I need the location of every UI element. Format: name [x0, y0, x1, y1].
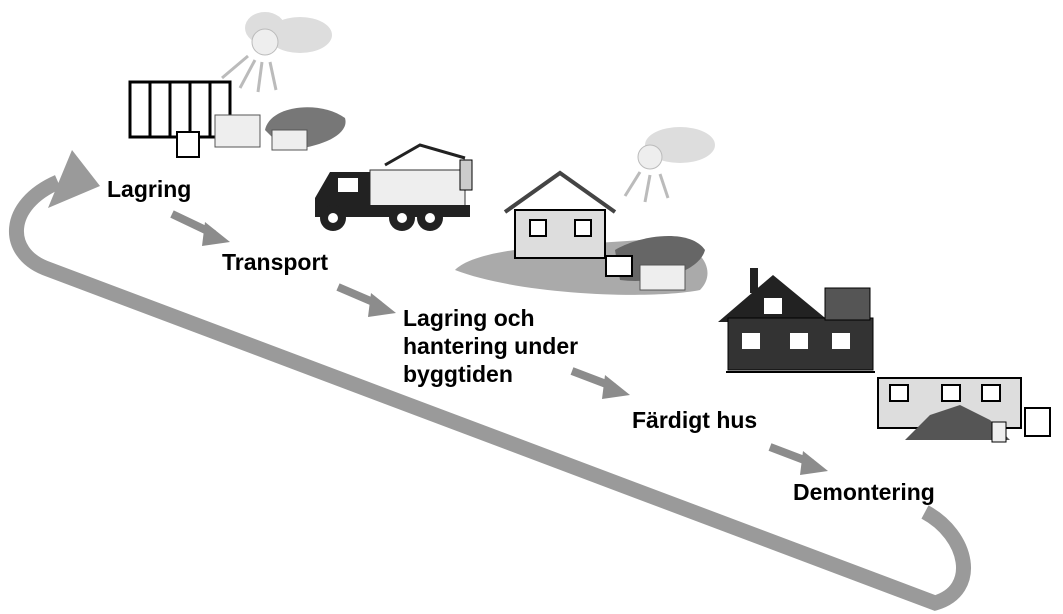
building-site-illustration	[455, 127, 715, 295]
stage-label-line: Lagring och	[403, 305, 535, 331]
demolition-illustration	[878, 378, 1050, 442]
truck-illustration	[315, 145, 472, 231]
stage-label: Färdigt hus	[632, 407, 757, 433]
stage-label: Lagring	[107, 176, 191, 202]
stage-label: Transport	[222, 249, 328, 275]
finished-house-illustration	[718, 268, 875, 372]
stage-label-line: byggtiden	[403, 361, 513, 387]
stage-label: Demontering	[793, 479, 935, 505]
stage-label-line: hantering under	[403, 333, 578, 359]
lifecycle-diagram: Lagring Transport Lagring och hantering …	[0, 0, 1063, 614]
storage-illustration	[130, 12, 346, 157]
